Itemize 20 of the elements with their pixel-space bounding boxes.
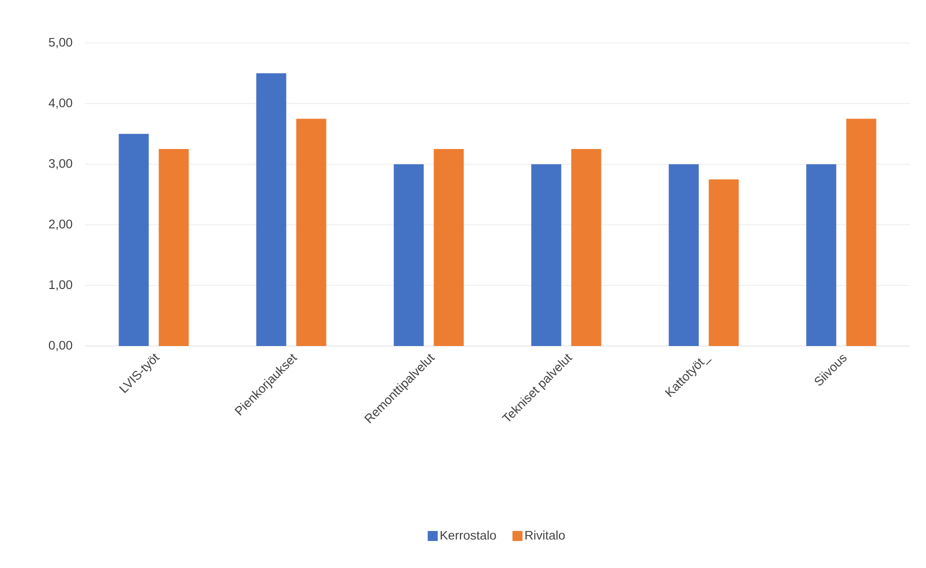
legend-label: Kerrostalo xyxy=(440,530,496,540)
bar xyxy=(118,134,149,346)
bar xyxy=(668,164,699,346)
bar xyxy=(256,73,286,346)
bar xyxy=(571,149,602,346)
y-tick-label: 0,00 xyxy=(48,340,72,352)
bar xyxy=(708,179,739,346)
y-tick-label: 3,00 xyxy=(48,159,72,170)
legend-label: Rivitalo xyxy=(525,530,565,540)
bar xyxy=(806,164,836,346)
y-tick-label: 1,00 xyxy=(49,280,72,291)
bar xyxy=(296,118,326,346)
bar xyxy=(158,149,189,346)
y-tick-label: 4,00 xyxy=(48,98,72,109)
y-tick-label: 5,00 xyxy=(48,38,72,48)
bar xyxy=(846,118,876,346)
bar xyxy=(394,164,424,346)
y-tick-label: 2,00 xyxy=(49,220,72,230)
bar xyxy=(531,164,562,346)
bar xyxy=(434,149,464,346)
